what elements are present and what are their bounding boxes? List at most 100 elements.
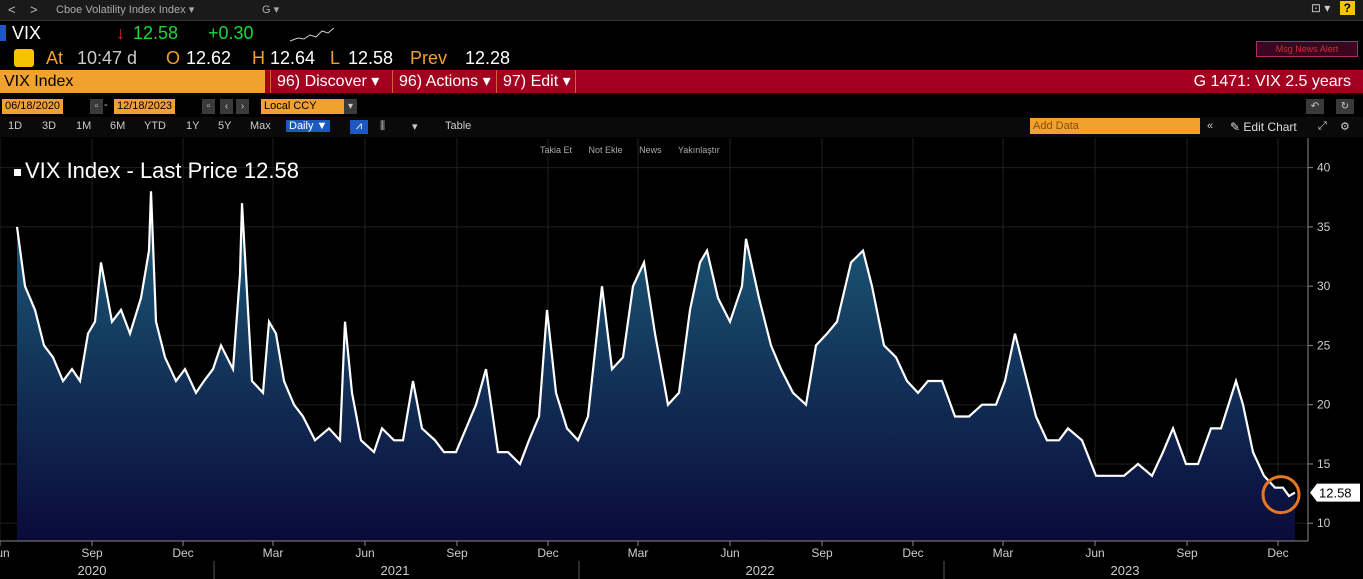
series-line (15, 191, 1296, 498)
last-value-tag: 12.58 (1310, 483, 1360, 502)
x-tick-label: Mar (263, 546, 284, 560)
next-period-button[interactable]: › (236, 99, 249, 114)
window-title-bar: < > Cboe Volatility Index Index ▾ G ▾ ⊡ … (0, 0, 1363, 21)
reset-icon[interactable]: ↻ (1336, 99, 1354, 114)
x-tick-label: Mar (993, 546, 1014, 560)
date-separator: - (104, 99, 108, 111)
x-tick-label: Sep (1176, 546, 1198, 560)
help-icon[interactable]: ? (1339, 1, 1355, 15)
high-label: H (252, 48, 265, 68)
low-value: 12.58 (348, 48, 394, 68)
range-6m[interactable]: 6M (110, 120, 126, 132)
x-tick-label: Dec (902, 546, 923, 560)
x-tick-label: Dec (1267, 546, 1288, 560)
series-area (17, 191, 1295, 542)
prev-period-button[interactable]: ‹ (220, 99, 233, 114)
chart-type-dropdown-icon[interactable]: ▾ (412, 121, 418, 133)
end-calendar-icon[interactable]: ▫ (202, 99, 215, 114)
x-tick-label: Sep (81, 546, 103, 560)
range-1m[interactable]: 1M (76, 120, 92, 132)
x-tick-label: Jun (0, 546, 10, 560)
x-tick-label: Mar (628, 546, 649, 560)
ticker-panel: VIX ↓ 12.58 +0.30 Msg News Alert At 10:4… (0, 21, 1363, 69)
range-3d[interactable]: 3D (42, 120, 57, 132)
group-selector[interactable]: G ▾ (262, 4, 280, 16)
range-1d[interactable]: 1D (8, 120, 23, 132)
last-point-highlight (1261, 475, 1301, 515)
annotation-item[interactable]: Yakınlaştır (677, 145, 720, 155)
settings-icon[interactable]: ⚙ (1340, 121, 1350, 133)
open-label: O (166, 48, 181, 68)
edit-chart-button[interactable]: ✎ Edit Chart (1230, 120, 1297, 134)
annotation-item[interactable]: News (639, 145, 662, 155)
at-label: At (46, 48, 64, 68)
y-tick-label: 40 (1317, 161, 1331, 175)
low-label: L (330, 48, 341, 68)
x-tick-label: Jun (1085, 546, 1104, 560)
x-axis: Jun Sep Dec Mar Jun Sep Dec Mar Jun Sep Dec Mar Jun S… (0, 540, 1308, 579)
end-date-field[interactable]: 12/18/2023 (114, 99, 176, 114)
range-toolbar: 1D 3D 1M 6M YTD 1Y 5Y Max Daily ▼ ⩘ ⫼ ▾ … (0, 117, 1363, 137)
frequency-select[interactable]: Daily ▼ (286, 120, 331, 132)
x-tick-label: Jun (355, 546, 374, 560)
y-tick-label: 20 (1317, 398, 1331, 412)
x-year-label: 2021 (381, 563, 410, 578)
y-tick-label: 15 (1317, 457, 1331, 471)
quote-time: 10:47 d (77, 48, 138, 68)
undo-icon[interactable]: ↶ (1306, 99, 1324, 114)
y-tick-label: 10 (1317, 516, 1331, 530)
y-tick-label: 25 (1317, 338, 1331, 352)
actions-menu[interactable]: 96) Actions ▾ (392, 70, 492, 93)
back-button[interactable]: < (8, 2, 16, 17)
x-year-label: 2022 (746, 563, 775, 578)
ticker-symbol: VIX (12, 23, 42, 43)
line-chart-icon[interactable]: ⩘ (350, 120, 368, 134)
security-field[interactable]: VIX Index (0, 70, 265, 93)
x-tick-label: Dec (172, 546, 193, 560)
last-value-tag-bg (1310, 483, 1360, 502)
down-arrow-icon: ↓ (116, 23, 125, 43)
x-year-label: 2023 (1111, 563, 1140, 578)
date-range-row: 06/18/2020 ▫ - 12/18/2023 ▫ ‹ › Local CC… (0, 97, 1363, 117)
range-ytd[interactable]: YTD (144, 120, 166, 132)
edit-chart-label: Edit Chart (1243, 120, 1297, 134)
x-tick-label: Sep (811, 546, 833, 560)
window-title[interactable]: Cboe Volatility Index Index ▾ (56, 4, 195, 16)
legend-swatch (14, 168, 21, 176)
annotation-item[interactable]: Not Ekle (588, 145, 623, 155)
pencil-icon: ✎ (1230, 120, 1244, 134)
start-calendar-icon[interactable]: ▫ (90, 99, 103, 114)
sparkline-icon (289, 27, 335, 42)
ticker-marker (0, 25, 6, 41)
y-tick-label: 35 (1317, 220, 1331, 234)
range-5y[interactable]: 5Y (218, 120, 232, 132)
edit-menu[interactable]: 97) Edit ▾ (496, 70, 576, 93)
open-value: 12.62 (186, 48, 232, 68)
discover-menu[interactable]: 96) Discover ▾ (270, 70, 390, 93)
range-1y[interactable]: 1Y (186, 120, 200, 132)
prev-label: Prev (410, 48, 448, 68)
price-change: +0.30 (208, 23, 254, 43)
currency-select[interactable]: Local CCY (261, 99, 347, 114)
alert-box[interactable]: Msg News Alert (1256, 41, 1358, 57)
last-price: 12.58 (133, 23, 179, 43)
page-title: G 1471: VIX 2.5 years (1193, 73, 1351, 90)
window-menu-icon[interactable]: ⊡ ▾ (1310, 1, 1331, 15)
window-controls: ⊡ ▾ ? (1311, 1, 1355, 15)
collapse-icon[interactable]: « (1207, 120, 1214, 132)
range-max[interactable]: Max (250, 120, 271, 132)
x-tick-label: Sep (446, 546, 468, 560)
add-data-input[interactable]: Add Data (1030, 118, 1200, 134)
annotation-toolbar: Takia Et Not Ekle News Yakınlaştır (540, 145, 734, 155)
currency-dropdown-icon[interactable]: ▾ (344, 99, 357, 114)
expand-icon[interactable]: ⤢ (1318, 120, 1327, 132)
forward-button[interactable]: > (30, 2, 38, 17)
clock-icon (14, 49, 34, 67)
table-button[interactable]: Table (445, 120, 472, 132)
start-date-field[interactable]: 06/18/2020 (2, 99, 64, 114)
annotation-item[interactable]: Takia Et (540, 145, 573, 155)
chart-legend: VIX Index - Last Price 12.58 (14, 158, 299, 184)
y-axis: 10 15 20 25 30 35 40 (1307, 138, 1331, 541)
bar-chart-icon[interactable]: ⫼ (380, 120, 386, 132)
